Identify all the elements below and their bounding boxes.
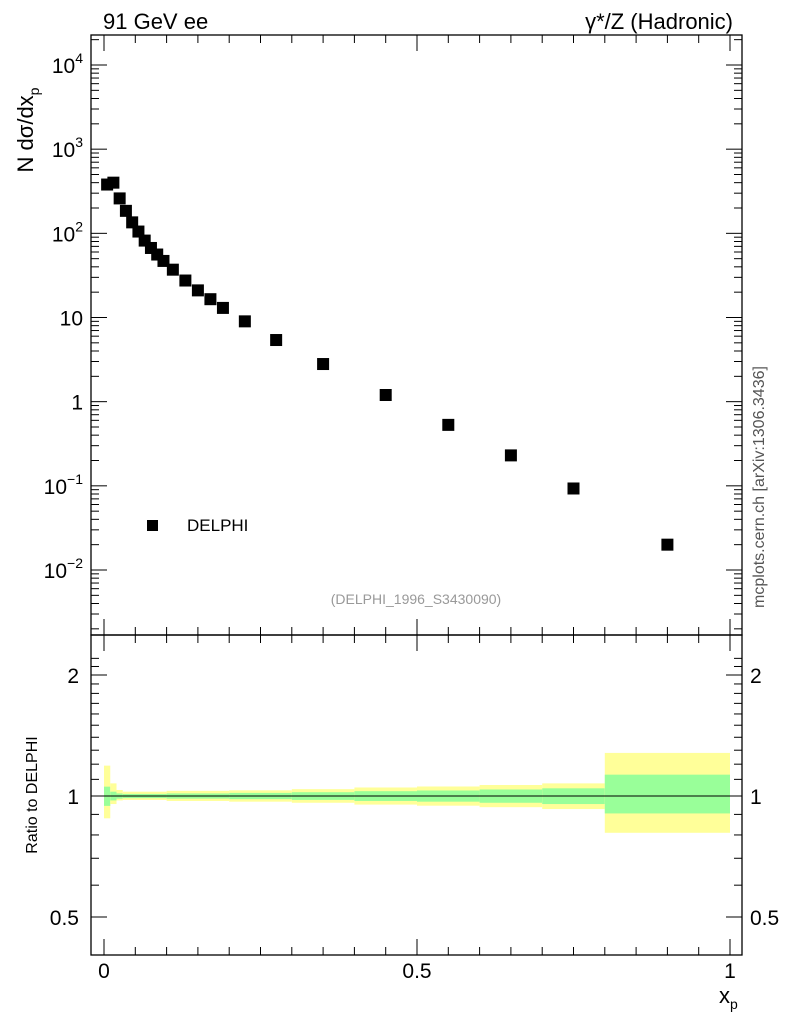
x-axis-label: xp <box>719 983 738 1012</box>
main-frame <box>90 34 743 636</box>
data-point <box>238 315 251 328</box>
analysis-tag: (DELPHI_1996_S3430090) <box>331 591 501 607</box>
data-point <box>379 389 392 402</box>
ratio-axis-ticks <box>91 635 742 955</box>
ratio-y-tick-label-right: 1 <box>750 786 762 809</box>
data-point <box>661 538 674 551</box>
ratio-y-tick-label-right: 2 <box>750 665 762 688</box>
data-point <box>166 263 179 276</box>
ratio-panel: 0.5 0.5 1 1 2 2 0 0.5 1 Ratio to DELPHI xp <box>24 634 779 1012</box>
ratio-bands <box>104 752 730 833</box>
data-point <box>126 216 139 229</box>
data-point <box>204 293 217 306</box>
main-plot-marks <box>101 176 674 551</box>
y-tick-label: 102 <box>52 218 83 246</box>
main-axis-ticks <box>91 35 742 635</box>
ratio-y-axis-label: Ratio to DELPHI <box>24 736 41 853</box>
ratio-y-tick-label-right: 0.5 <box>750 907 779 930</box>
legend-marker <box>147 520 158 531</box>
data-point <box>132 225 145 238</box>
y-tick-label: 10−2 <box>44 555 84 583</box>
ratio-y-tick-label-left: 0.5 <box>50 907 79 930</box>
data-point <box>270 334 283 347</box>
data-point <box>504 449 517 462</box>
data-point <box>567 482 580 495</box>
side-note: mcplots.cern.ch [arXiv:1306.3436] <box>751 366 768 608</box>
data-point <box>442 418 455 431</box>
header-left: 91 GeV ee <box>103 9 208 34</box>
y-tick-label: 103 <box>52 134 83 162</box>
data-point <box>113 192 126 205</box>
data-point <box>191 284 204 297</box>
x-tick-label: 1 <box>724 960 736 983</box>
ratio-y-tick-label-left: 2 <box>67 665 79 688</box>
inner-band <box>604 774 730 814</box>
data-point <box>179 274 192 287</box>
y-tick-label: 10−1 <box>44 471 84 499</box>
x-tick-label: 0.5 <box>402 960 431 983</box>
legend-label: DELPHI <box>187 516 248 535</box>
data-point <box>107 176 120 189</box>
y-tick-label: 10 <box>60 308 83 331</box>
data-point <box>157 254 170 267</box>
data-point <box>216 301 229 314</box>
data-point <box>317 358 330 371</box>
y-tick-label: 1 <box>71 392 83 415</box>
data-point <box>119 204 132 217</box>
ratio-y-tick-label-left: 1 <box>67 786 79 809</box>
y-tick-label: 104 <box>52 50 83 78</box>
main-y-axis-label: N dσ/dxp <box>13 87 42 172</box>
x-tick-label: 0 <box>98 960 110 983</box>
ratio-tick-labels: 0.5 0.5 1 1 2 2 0 0.5 1 <box>50 665 779 983</box>
header-right: γ*/Z (Hadronic) <box>585 9 733 34</box>
